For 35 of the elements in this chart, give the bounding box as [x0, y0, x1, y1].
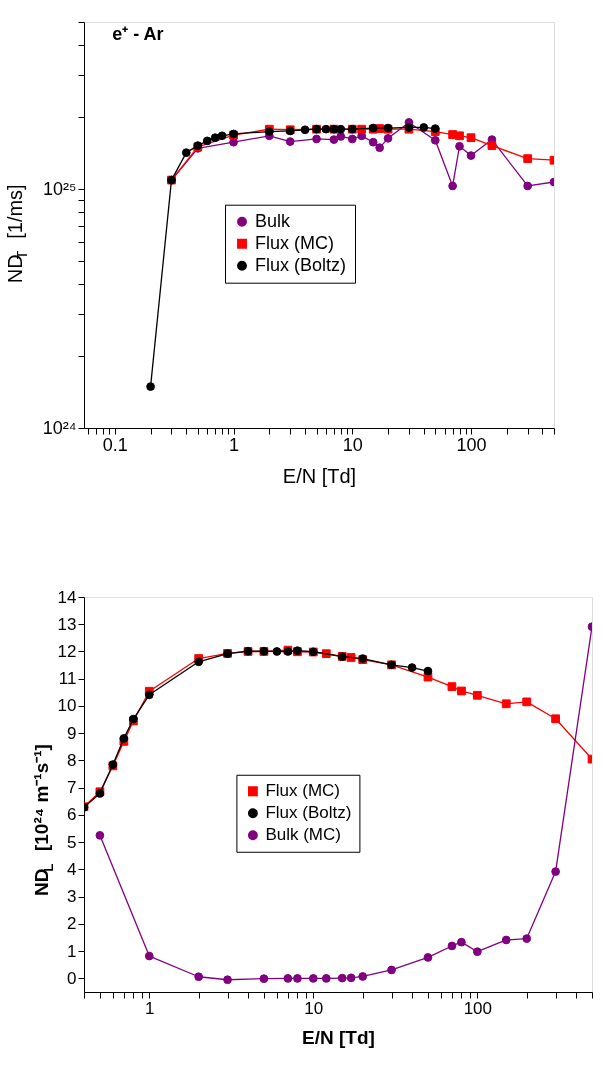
y-tick-label: 1 — [67, 941, 77, 961]
legend-label: Bulk — [255, 210, 292, 231]
annotation: e⁺ - Ar — [112, 24, 164, 45]
x-tick-label: 1 — [229, 434, 240, 455]
y-axis-title: NDT [1/ms] — [4, 184, 30, 284]
y-tick-label: 4 — [67, 859, 77, 879]
y-tick-label: 11 — [58, 669, 77, 689]
y-tick-label: 8 — [67, 750, 77, 770]
y-tick-label: 3 — [67, 887, 77, 907]
y-tick-label: 10 — [57, 696, 77, 716]
legend-label: Bulk (MC) — [265, 825, 341, 845]
legend-label: Flux (Boltz) — [265, 803, 352, 823]
legend-label: Flux (Boltz) — [255, 254, 347, 275]
y-tick-label: 13 — [57, 614, 77, 634]
legend-label: Flux (MC) — [265, 781, 341, 801]
y-axis-title: NDL [10²⁴ m⁻¹s⁻¹] — [31, 744, 56, 897]
x-axis-title: E/N [Td] — [302, 1026, 375, 1048]
x-tick-label: 100 — [463, 998, 493, 1018]
x-tick-label: 10 — [342, 434, 363, 455]
legend-label: Flux (MC) — [255, 232, 334, 253]
x-axis-title: E/N [Td] — [282, 464, 357, 487]
x-tick-label: 0.1 — [102, 434, 128, 455]
y-tick-label: 9 — [67, 723, 77, 743]
y-tick-label: 7 — [67, 778, 77, 798]
x-tick-label: 10 — [304, 998, 324, 1018]
y-tick-label: 5 — [67, 832, 77, 852]
x-tick-label: 1 — [145, 998, 155, 1018]
y-tick-label: 6 — [67, 805, 77, 825]
y-tick-label: 0 — [67, 968, 77, 988]
y-tick-label: 10²⁵ — [43, 178, 77, 199]
y-tick-label: 12 — [57, 641, 77, 661]
y-tick-label: 14 — [57, 587, 77, 607]
y-tick-label: 2 — [67, 914, 77, 934]
x-tick-label: 100 — [456, 434, 487, 455]
y-tick-label: 10²⁴ — [42, 417, 77, 438]
